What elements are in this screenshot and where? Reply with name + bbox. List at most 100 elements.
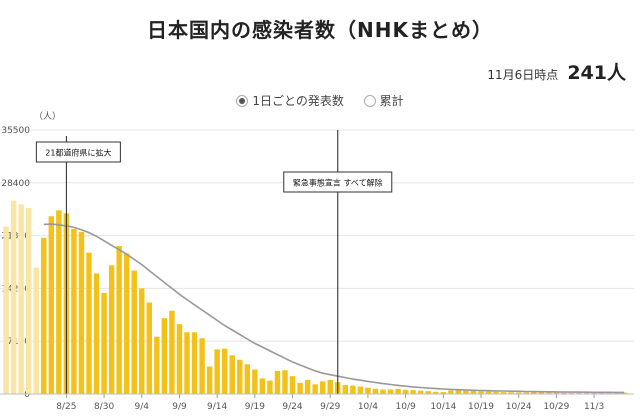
daily-bar [199, 338, 205, 394]
daily-bar [206, 366, 213, 394]
annotation-label: 緊急事態宣言 すべて解除 [293, 178, 383, 188]
daily-bar [319, 381, 326, 394]
daily-bar [161, 318, 168, 394]
daily-bar [561, 392, 567, 394]
daily-bar [433, 391, 439, 394]
as-of-summary: 11月6日時点 241人 [487, 58, 626, 85]
daily-bar [289, 376, 296, 394]
daily-bar [538, 392, 545, 394]
view-toggle: 1日ごとの発表数 累計 [0, 92, 640, 110]
x-tick-label: 10/19 [468, 402, 494, 412]
daily-bar [252, 369, 258, 394]
daily-bar [591, 392, 597, 394]
page-title: 日本国内の感染者数（NHKまとめ） [147, 18, 493, 42]
daily-bar [508, 392, 514, 394]
daily-bar [621, 392, 627, 394]
daily-bar [448, 390, 454, 394]
daily-bar [108, 265, 115, 394]
daily-bar [304, 379, 311, 394]
y-tick-label: 35500 [1, 126, 30, 136]
daily-bar [312, 384, 318, 394]
daily-bar [395, 388, 401, 394]
daily-bar [274, 370, 281, 394]
daily-bar [221, 348, 228, 394]
daily-bar [350, 385, 356, 394]
y-axis-unit: （人） [34, 111, 61, 122]
faded-bar [25, 208, 32, 394]
daily-bar [327, 379, 333, 394]
radio-daily-label: 1日ごとの発表数 [252, 94, 344, 108]
radio-selected-icon[interactable] [236, 94, 249, 107]
daily-bar [86, 252, 92, 394]
daily-bar [101, 292, 107, 394]
y-tick-label: 0 [24, 390, 30, 400]
daily-bar [244, 364, 251, 394]
radio-cumulative[interactable]: 累計 [363, 92, 404, 109]
daily-bar [576, 392, 582, 394]
radio-unselected-icon[interactable] [363, 94, 376, 107]
x-tick-label: 11/3 [584, 402, 604, 412]
faded-bar [10, 200, 17, 394]
daily-bar [229, 355, 235, 394]
daily-bar [146, 302, 153, 394]
daily-bar [123, 253, 130, 394]
annotation-label: 21都道府県に拡大 [45, 148, 111, 158]
faded-bar [33, 267, 39, 394]
daily-bar [402, 389, 409, 394]
as-of-date: 11月6日時点 [487, 68, 559, 82]
daily-bar [425, 391, 431, 394]
daily-bar [267, 380, 273, 394]
daily-bar [470, 390, 477, 394]
latest-case-count: 241人 [567, 62, 626, 84]
daily-bar [365, 387, 371, 394]
radio-daily[interactable]: 1日ごとの発表数 [236, 92, 344, 109]
x-tick-label: 10/9 [396, 402, 416, 412]
annotation-box [35, 141, 121, 163]
y-tick-label: 28400 [1, 179, 30, 189]
annotation-box [283, 171, 393, 193]
faded-bar [18, 204, 24, 394]
x-tick-label: 9/29 [320, 402, 340, 412]
daily-bar [48, 216, 55, 394]
x-tick-label: 9/4 [135, 402, 150, 412]
x-tick-label: 10/4 [358, 402, 378, 412]
daily-bar [116, 246, 122, 394]
daily-bar [139, 288, 145, 394]
daily-bar [478, 391, 484, 394]
daily-bar [154, 336, 160, 394]
radio-cumulative-label: 累計 [379, 94, 404, 108]
daily-bar [169, 310, 175, 394]
daily-bar [568, 392, 575, 394]
daily-bar [176, 324, 183, 394]
daily-bar [380, 389, 386, 394]
daily-bar [417, 390, 424, 394]
x-tick-label: 9/19 [245, 402, 265, 412]
x-tick-label: 10/29 [543, 402, 569, 412]
daily-bar [78, 231, 85, 394]
daily-bar [440, 392, 447, 394]
daily-bar [297, 382, 303, 394]
daily-bar [191, 332, 198, 394]
faded-bar [3, 226, 9, 394]
daily-bar [523, 392, 529, 394]
average-line [43, 223, 625, 394]
daily-bar [583, 392, 590, 394]
daily-bar [553, 392, 560, 394]
daily-bar [259, 378, 266, 394]
x-tick-label: 9/14 [207, 402, 227, 412]
daily-bar [515, 392, 522, 394]
x-tick-label: 10/24 [506, 402, 532, 412]
daily-bar [131, 270, 137, 394]
cases-chart: 0710014200213002840035500（人）8/258/309/49… [0, 111, 634, 412]
x-tick-label: 8/30 [94, 402, 114, 412]
daily-bar [485, 391, 492, 394]
daily-bar [41, 237, 47, 394]
daily-bar [410, 390, 416, 394]
daily-bar [71, 228, 77, 394]
daily-bar [237, 359, 243, 394]
x-tick-label: 9/9 [172, 402, 187, 412]
daily-bar [214, 349, 220, 394]
daily-bar [598, 392, 605, 394]
daily-bar [342, 385, 349, 394]
daily-bar [56, 210, 62, 394]
